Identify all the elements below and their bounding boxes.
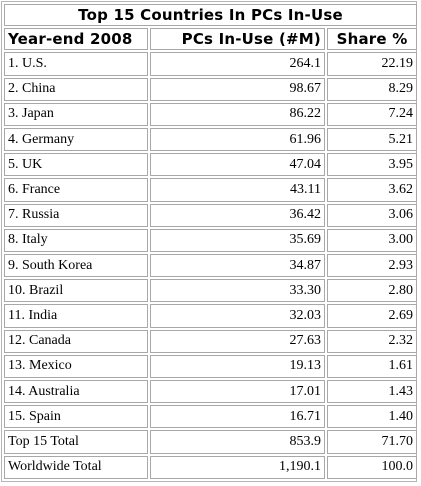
pcs-value: 264.1 (150, 52, 325, 76)
pcs-value: 47.04 (150, 153, 325, 177)
total-share-value: 71.70 (327, 430, 418, 454)
country-name: 14. Australia (4, 380, 148, 404)
pcs-value: 32.03 (150, 304, 325, 328)
country-name: 15. Spain (4, 405, 148, 429)
pcs-value: 36.42 (150, 203, 325, 227)
total-row-worldwide: Worldwide Total 1,190.1 100.0 (4, 455, 418, 479)
pcs-value: 19.13 (150, 354, 325, 379)
total-label: Top 15 Total (4, 430, 148, 454)
table-row: 8. Italy 35.69 3.00 (4, 228, 418, 252)
country-name: 6. France (4, 178, 148, 202)
share-value: 5.21 (327, 127, 418, 152)
table-row: 6. France 43.11 3.62 (4, 178, 418, 202)
table-row: 13. Mexico 19.13 1.61 (4, 354, 418, 379)
total-pcs-value: 853.9 (150, 430, 325, 454)
header-year-end: Year-end 2008 (4, 28, 148, 51)
country-name: 1. U.S. (4, 52, 148, 76)
share-value: 2.69 (327, 304, 418, 328)
header-pcs-in-use: PCs In-Use (#M) (150, 28, 325, 51)
table-row: 11. India 32.03 2.69 (4, 304, 418, 328)
table-row: 2. China 98.67 8.29 (4, 77, 418, 101)
share-value: 7.24 (327, 102, 418, 126)
table-row: 5. UK 47.04 3.95 (4, 153, 418, 177)
pcs-value: 27.63 (150, 329, 325, 353)
pcs-value: 17.01 (150, 380, 325, 404)
country-name: 13. Mexico (4, 354, 148, 379)
pcs-in-use-table: Top 15 Countries In PCs In-Use Year-end … (2, 2, 419, 481)
pcs-value: 43.11 (150, 178, 325, 202)
share-value: 2.93 (327, 254, 418, 278)
country-name: 7. Russia (4, 203, 148, 227)
table-row: 9. South Korea 34.87 2.93 (4, 254, 418, 278)
country-name: 10. Brazil (4, 279, 148, 303)
share-value: 2.32 (327, 329, 418, 353)
share-value: 3.06 (327, 203, 418, 227)
country-name: 12. Canada (4, 329, 148, 353)
table-row: 4. Germany 61.96 5.21 (4, 127, 418, 152)
table-row: 1. U.S. 264.1 22.19 (4, 52, 418, 76)
pcs-value: 35.69 (150, 228, 325, 252)
share-value: 2.80 (327, 279, 418, 303)
table-row: 3. Japan 86.22 7.24 (4, 102, 418, 126)
header-share: Share % (327, 28, 418, 51)
share-value: 22.19 (327, 52, 418, 76)
table-row: 7. Russia 36.42 3.06 (4, 203, 418, 227)
share-value: 1.40 (327, 405, 418, 429)
country-name: 3. Japan (4, 102, 148, 126)
worldwide-share-value: 100.0 (327, 455, 418, 479)
country-name: 2. China (4, 77, 148, 101)
table-title: Top 15 Countries In PCs In-Use (4, 4, 418, 27)
title-row: Top 15 Countries In PCs In-Use (4, 4, 418, 27)
worldwide-pcs-value: 1,190.1 (150, 455, 325, 479)
share-value: 3.62 (327, 178, 418, 202)
pcs-value: 16.71 (150, 405, 325, 429)
table-row: 15. Spain 16.71 1.40 (4, 405, 418, 429)
share-value: 3.00 (327, 228, 418, 252)
pcs-value: 33.30 (150, 279, 325, 303)
country-name: 4. Germany (4, 127, 148, 152)
pcs-value: 61.96 (150, 127, 325, 152)
country-name: 11. India (4, 304, 148, 328)
pcs-value: 34.87 (150, 254, 325, 278)
country-name: 8. Italy (4, 228, 148, 252)
worldwide-label: Worldwide Total (4, 455, 148, 479)
header-row: Year-end 2008 PCs In-Use (#M) Share % (4, 28, 418, 51)
total-row-top15: Top 15 Total 853.9 71.70 (4, 430, 418, 454)
pcs-value: 98.67 (150, 77, 325, 101)
pcs-value: 86.22 (150, 102, 325, 126)
share-value: 8.29 (327, 77, 418, 101)
country-name: 5. UK (4, 153, 148, 177)
share-value: 1.61 (327, 354, 418, 379)
share-value: 1.43 (327, 380, 418, 404)
table-row: 12. Canada 27.63 2.32 (4, 329, 418, 353)
table-row: 10. Brazil 33.30 2.80 (4, 279, 418, 303)
country-name: 9. South Korea (4, 254, 148, 278)
table-row: 14. Australia 17.01 1.43 (4, 380, 418, 404)
share-value: 3.95 (327, 153, 418, 177)
